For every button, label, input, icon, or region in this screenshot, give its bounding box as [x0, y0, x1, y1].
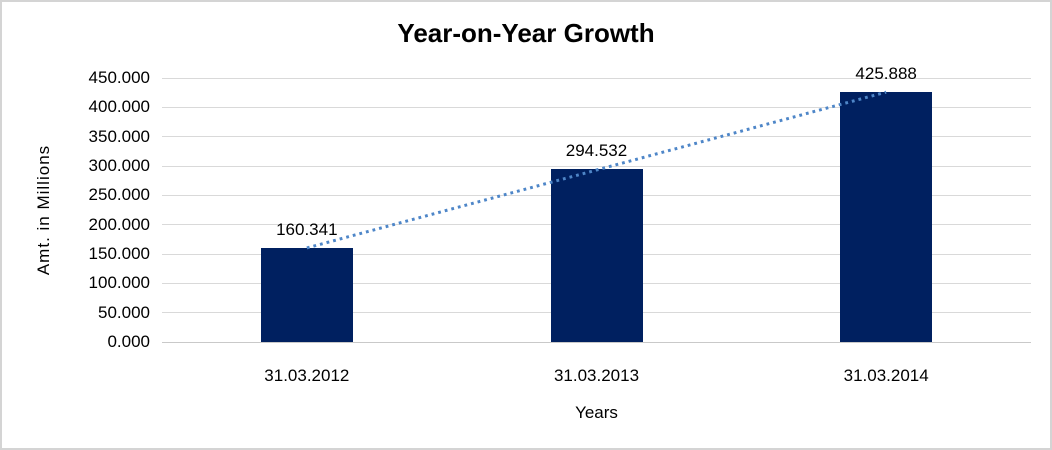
- bar-data-label: 294.532: [565, 141, 628, 161]
- x-tick-label: 31.03.2014: [843, 366, 929, 385]
- bar: [260, 247, 353, 342]
- y-tick-label: 300.000: [88, 156, 150, 175]
- x-tick-label: 31.03.2013: [553, 366, 640, 385]
- y-tick-label: 350.000: [88, 126, 150, 146]
- y-tick-label: 0.000: [107, 332, 150, 351]
- gridline: [162, 77, 1031, 79]
- bar-data-label: 160.341: [276, 219, 338, 239]
- y-tick-label: 150.000: [88, 244, 150, 263]
- y-tick-label: 250.000: [88, 185, 150, 205]
- y-tick-label: 450.000: [88, 68, 150, 87]
- y-tick-label: 100.000: [88, 273, 150, 293]
- y-tick-label: 400.000: [88, 97, 150, 117]
- x-tick-label: 31.03.2012: [264, 366, 350, 385]
- bar: [840, 92, 933, 342]
- gridline: [162, 341, 1031, 343]
- y-tick-label: 50.000: [98, 302, 150, 322]
- x-axis-title: Years: [575, 403, 618, 422]
- bar-data-label: 425.888: [855, 64, 917, 84]
- bar: [550, 169, 643, 342]
- chart-title: Year-on-Year Growth: [397, 18, 655, 48]
- y-tick-label: 200.000: [88, 214, 150, 234]
